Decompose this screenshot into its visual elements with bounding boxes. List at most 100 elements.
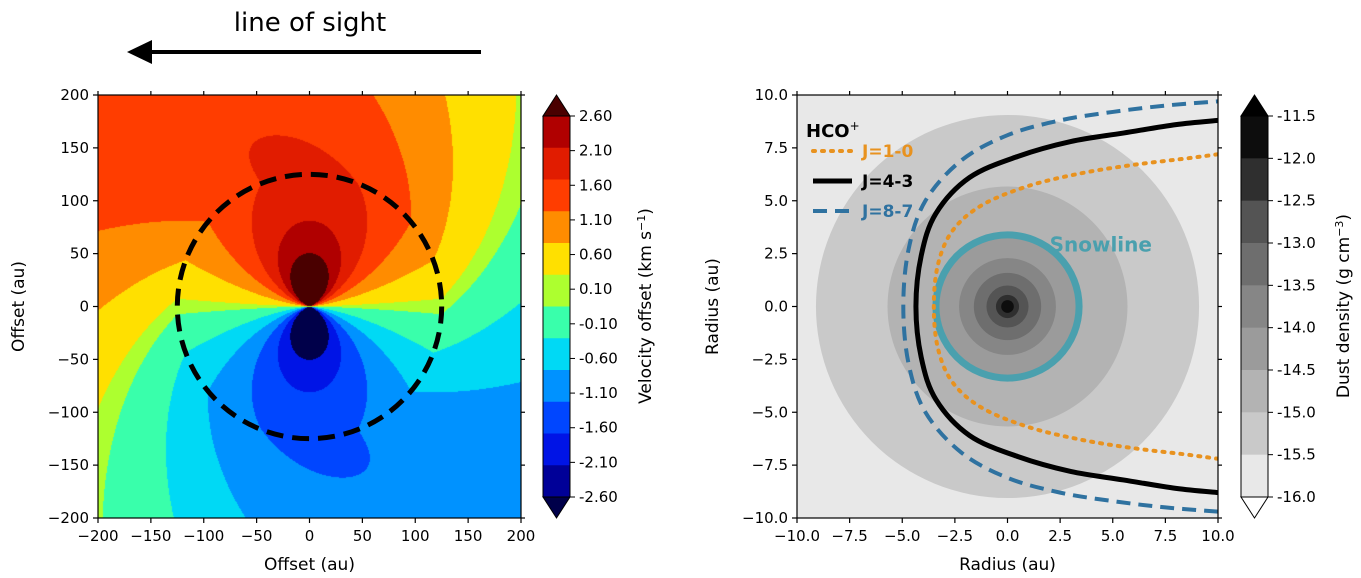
colorbar-tick-label: 1.10 — [579, 211, 612, 229]
colorbar-tick-label: -0.60 — [579, 349, 618, 367]
colorbar-block — [1241, 454, 1268, 498]
density-y-axis-label: Radius (au) — [703, 258, 723, 355]
colorbar-tick-label: 0.10 — [579, 280, 612, 298]
y-tick-label: 200 — [60, 86, 89, 104]
colorbar-extend-top — [542, 94, 571, 117]
velocity-colorbar: 2.60 2.10 1.60 1.10 0.60 0.10 -0.10 -0.60 -1.10 -… — [542, 94, 657, 519]
colorbar-tick-label: -14.0 — [1277, 319, 1316, 337]
x-tick-label: −5.0 — [884, 527, 920, 545]
colorbar-block — [543, 116, 570, 149]
y-tick-label: 50 — [70, 245, 89, 263]
x-tick-label: −50 — [241, 527, 273, 545]
legend-entries: J=1-0 J=4-3 J=8-7 — [811, 142, 913, 222]
velocity-y-axis-label: Offset (au) — [9, 261, 29, 352]
x-tick-label: 2.5 — [1048, 527, 1072, 545]
x-tick-label: −2.5 — [937, 527, 973, 545]
colorbar-block — [543, 338, 570, 371]
x-tick-label: 0 — [305, 527, 315, 545]
y-tick-label: 7.5 — [764, 139, 788, 157]
velocity-colorbar-label: Velocity offset (km s−1) — [635, 208, 657, 404]
colorbar-tick-label: -12.5 — [1277, 192, 1316, 210]
y-tick-label: −10.0 — [742, 509, 788, 527]
velocity-y-ticks: 200 150 100 50 0 −50 −100 −150 −200 — [48, 86, 525, 527]
x-tick-label: 7.5 — [1153, 527, 1177, 545]
colorbar-extend-bottom — [542, 496, 571, 519]
colorbar-block — [1241, 243, 1268, 286]
colorbar-block — [1241, 327, 1268, 371]
y-tick-label: −50 — [57, 350, 89, 368]
colorbar-tick-label: -1.10 — [579, 384, 618, 402]
contour-j-1-0 — [931, 152, 1218, 461]
legend-entry-label: J=1-0 — [861, 142, 913, 162]
colorbar-block — [543, 211, 570, 244]
contour-j-8-7 — [901, 99, 1218, 514]
y-tick-label: 150 — [60, 139, 89, 157]
contour-j-4-3 — [913, 117, 1218, 496]
x-tick-label: −10.0 — [774, 527, 820, 545]
colorbar-block — [1241, 285, 1268, 329]
density-panel: Snowline HCO+ J=1-0J=4-3J=8-7 −10.0 −7.5−… — [703, 86, 1235, 575]
emission-contours — [901, 99, 1218, 514]
y-tick-label: 2.5 — [764, 245, 788, 263]
y-tick-label: 0.0 — [764, 298, 788, 316]
velocity-field-image — [98, 95, 521, 518]
colorbar-block — [1241, 158, 1268, 202]
x-tick-label: 10.0 — [1201, 527, 1234, 545]
velocity-panel: −200 −150 −100 −50 0 50 100 150 200 200 150 100 50 0… — [9, 86, 535, 575]
density-ring — [1001, 300, 1014, 313]
colorbar-tick-label: 0.60 — [579, 246, 612, 264]
snowline-circle — [932, 231, 1083, 382]
y-tick-label: −7.5 — [752, 456, 788, 474]
colorbar-block — [543, 243, 570, 276]
x-tick-label: 0.0 — [996, 527, 1020, 545]
legend-entry-label: J=8-7 — [861, 202, 913, 222]
colorbar-tick-label: -2.10 — [579, 453, 618, 471]
y-tick-label: 100 — [60, 192, 89, 210]
colorbar-extend-top — [1240, 94, 1269, 117]
colorbar-tick-label: -13.5 — [1277, 276, 1316, 294]
colorbar-tick-label: -11.5 — [1277, 107, 1316, 125]
velocity-colorbar-blocks — [542, 94, 571, 519]
colorbar-tick-label: 2.10 — [579, 142, 612, 160]
colorbar-block — [543, 465, 570, 498]
velocity-colorbar-ticks: 2.60 2.10 1.60 1.10 0.60 0.10 -0.10 -0.60 -1.10 -… — [570, 107, 618, 506]
x-tick-label: 50 — [353, 527, 372, 545]
colorbar-tick-label: -0.10 — [579, 315, 618, 333]
dashed-boundary-circle — [174, 171, 445, 442]
density-y-ticks: 10.0 7.5 5.0 2.5 0.0 −2.5 −5.0 −7.5 −10.0 — [742, 86, 1222, 527]
colorbar-tick-label: -16.0 — [1277, 488, 1316, 506]
colorbar-tick-label: 1.60 — [579, 176, 612, 194]
x-tick-label: 200 — [507, 527, 536, 545]
x-tick-label: −100 — [183, 527, 224, 545]
x-tick-label: 100 — [401, 527, 430, 545]
colorbar-block — [543, 433, 570, 466]
legend-entry-label: J=4-3 — [861, 172, 913, 192]
density-colorbar-label: Dust density (g cm−3) — [1333, 214, 1355, 398]
x-tick-label: 150 — [454, 527, 483, 545]
density-rings — [815, 114, 1200, 499]
line-of-sight-annotation: line of sight — [127, 8, 481, 64]
colorbar-block — [1241, 412, 1268, 456]
colorbar-block — [543, 370, 570, 403]
density-x-axis-label: Radius (au) — [959, 555, 1056, 575]
x-tick-label: −200 — [77, 527, 118, 545]
y-tick-label: −100 — [48, 403, 89, 421]
density-colorbar: -11.5 -12.0 -12.5 -13.0 -13.5 -14.0 -14.5 -15.0… — [1240, 94, 1355, 519]
y-tick-label: 10.0 — [755, 86, 788, 104]
x-tick-label: 5.0 — [1101, 527, 1125, 545]
density-x-ticks: −10.0 −7.5 −5.0 −2.5 0.0 2.5 5.0 7.5 10.0 — [774, 91, 1235, 545]
snowline-label: Snowline — [1050, 233, 1152, 257]
density-colorbar-blocks — [1240, 94, 1269, 519]
velocity-x-axis-label: Offset (au) — [264, 555, 355, 575]
colorbar-block — [1241, 116, 1268, 159]
colorbar-tick-label: -2.60 — [579, 488, 618, 506]
velocity-x-ticks: −200 −150 −100 −50 0 50 100 150 200 — [77, 91, 535, 545]
x-tick-label: −150 — [130, 527, 171, 545]
colorbar-tick-label: -12.0 — [1277, 149, 1316, 167]
y-tick-label: −150 — [48, 456, 89, 474]
y-tick-label: −5.0 — [752, 403, 788, 421]
colorbar-block — [543, 147, 570, 181]
y-tick-label: −200 — [48, 509, 89, 527]
colorbar-block — [543, 306, 570, 339]
